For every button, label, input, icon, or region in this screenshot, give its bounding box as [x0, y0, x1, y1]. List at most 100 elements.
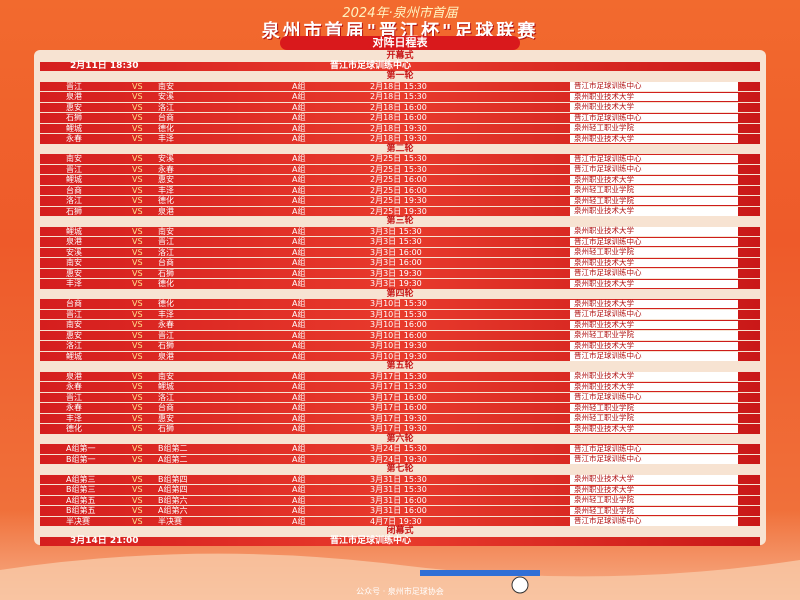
- home-team: 石狮: [66, 113, 82, 122]
- section-label: 第三轮: [386, 216, 414, 226]
- section-label: 第七轮: [386, 464, 414, 474]
- match-row: [40, 351, 760, 361]
- group: A组: [292, 506, 306, 515]
- vs: VS: [132, 330, 143, 340]
- home-team: 泉港: [66, 237, 82, 246]
- datetime: 3月31日 16:00: [370, 506, 427, 515]
- away-team: B组第六: [158, 495, 188, 505]
- home-team: 惠安: [66, 102, 82, 112]
- venue: 泉州职业技术大学: [570, 299, 738, 308]
- datetime: 2月18日 19:30: [370, 123, 427, 133]
- vs: VS: [132, 309, 143, 319]
- vs: VS: [132, 495, 143, 505]
- home-team: 鲤城: [66, 123, 82, 133]
- match-row: [40, 424, 760, 434]
- match-row: [40, 454, 760, 464]
- match-row: [40, 330, 760, 340]
- venue: 泉州职业技术大学: [570, 258, 738, 267]
- venue: 晋江市足球训练中心: [570, 444, 738, 453]
- away-team: 惠安: [158, 175, 174, 184]
- section-label: 闭幕式: [386, 526, 414, 536]
- away-team: 安溪: [158, 92, 174, 101]
- group: A组: [292, 413, 306, 423]
- event-band: [40, 536, 760, 546]
- venue: 泉州职业技术大学: [570, 134, 738, 143]
- away-team: 泉港: [158, 206, 174, 216]
- section-label: 第二轮: [386, 143, 414, 154]
- group: A组: [292, 247, 306, 257]
- vs: VS: [132, 299, 143, 308]
- vs: VS: [132, 102, 143, 112]
- group: A组: [292, 102, 306, 112]
- home-team: B组第五: [66, 506, 96, 515]
- away-team: 安溪: [158, 154, 174, 163]
- away-team: 丰泽: [158, 185, 174, 195]
- group: A组: [292, 403, 306, 412]
- home-team: 晋江: [66, 392, 82, 402]
- datetime: 3月10日 16:00: [370, 330, 427, 340]
- venue: 泉州轻工职业学院: [570, 495, 738, 505]
- venue: 晋江市足球训练中心: [570, 81, 738, 91]
- datetime: 2月18日 16:00: [370, 102, 427, 112]
- vs: VS: [132, 403, 143, 412]
- away-team: 德化: [158, 279, 174, 288]
- datetime: 2月18日 19:30: [370, 134, 427, 143]
- home-team: A组第一: [66, 444, 96, 453]
- vs: VS: [132, 196, 143, 205]
- group: A组: [292, 175, 306, 184]
- group: A组: [292, 495, 306, 505]
- group: A组: [292, 226, 306, 236]
- match-row: [40, 123, 760, 133]
- away-team: 德化: [158, 299, 174, 308]
- venue: 泉州职业技术大学: [570, 206, 738, 216]
- match-row: [40, 403, 760, 413]
- datetime: 3月17日 19:30: [370, 413, 427, 423]
- datetime: 3月3日 19:30: [370, 268, 422, 278]
- group: A组: [292, 444, 306, 453]
- subtitle: 对阵日程表: [280, 36, 520, 50]
- home-team: A组第三: [66, 474, 96, 484]
- datetime: 3月10日 19:30: [370, 341, 427, 350]
- group: A组: [292, 268, 306, 278]
- match-row: [40, 81, 760, 91]
- group: A组: [292, 164, 306, 174]
- event-datetime: 2月11日 18:30: [70, 60, 139, 71]
- match-row: [40, 206, 760, 216]
- match-row: [40, 444, 760, 454]
- group: A组: [292, 330, 306, 340]
- datetime: 3月10日 16:00: [370, 320, 427, 329]
- vs: VS: [132, 92, 143, 101]
- datetime: 2月25日 16:00: [370, 185, 427, 195]
- venue: 晋江市足球训练中心: [570, 516, 738, 526]
- match-row: [40, 196, 760, 206]
- venue: 晋江市足球训练中心: [570, 237, 738, 246]
- match-row: [40, 392, 760, 402]
- footer: 公众号 · 泉州市足球协会: [356, 587, 444, 596]
- match-row: [40, 268, 760, 278]
- group: A组: [292, 341, 306, 350]
- datetime: 3月24日 19:30: [370, 454, 427, 464]
- away-team: 洛江: [158, 102, 174, 112]
- group: A组: [292, 196, 306, 205]
- vs: VS: [132, 206, 143, 216]
- match-row: [40, 164, 760, 174]
- venue: 泉州职业技术大学: [570, 279, 738, 288]
- venue: 泉州职业技术大学: [570, 320, 738, 329]
- home-team: 石狮: [66, 206, 82, 216]
- datetime: 3月24日 15:30: [370, 444, 427, 453]
- datetime: 3月10日 15:30: [370, 299, 427, 308]
- group: A组: [292, 454, 306, 464]
- away-team: 丰泽: [158, 134, 174, 143]
- datetime: 2月25日 19:30: [370, 196, 427, 205]
- venue: 晋江市足球训练中心: [570, 113, 738, 122]
- home-team: 安溪: [66, 247, 82, 257]
- match-row: [40, 258, 760, 268]
- group: A组: [292, 92, 306, 101]
- group: A组: [292, 258, 306, 267]
- event-datetime: 3月14日 21:00: [70, 535, 139, 546]
- datetime: 3月17日 15:30: [370, 371, 427, 381]
- home-team: 晋江: [66, 309, 82, 319]
- group: A组: [292, 424, 306, 433]
- group: A组: [292, 485, 306, 494]
- match-row: [40, 371, 760, 381]
